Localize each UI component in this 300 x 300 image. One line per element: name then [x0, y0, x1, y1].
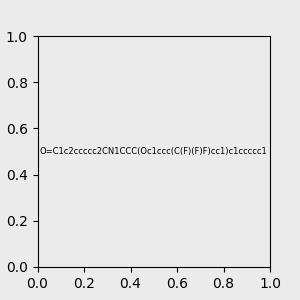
Text: O=C1c2ccccc2CN1CCC(Oc1ccc(C(F)(F)F)cc1)c1ccccc1: O=C1c2ccccc2CN1CCC(Oc1ccc(C(F)(F)F)cc1)c…: [40, 147, 268, 156]
